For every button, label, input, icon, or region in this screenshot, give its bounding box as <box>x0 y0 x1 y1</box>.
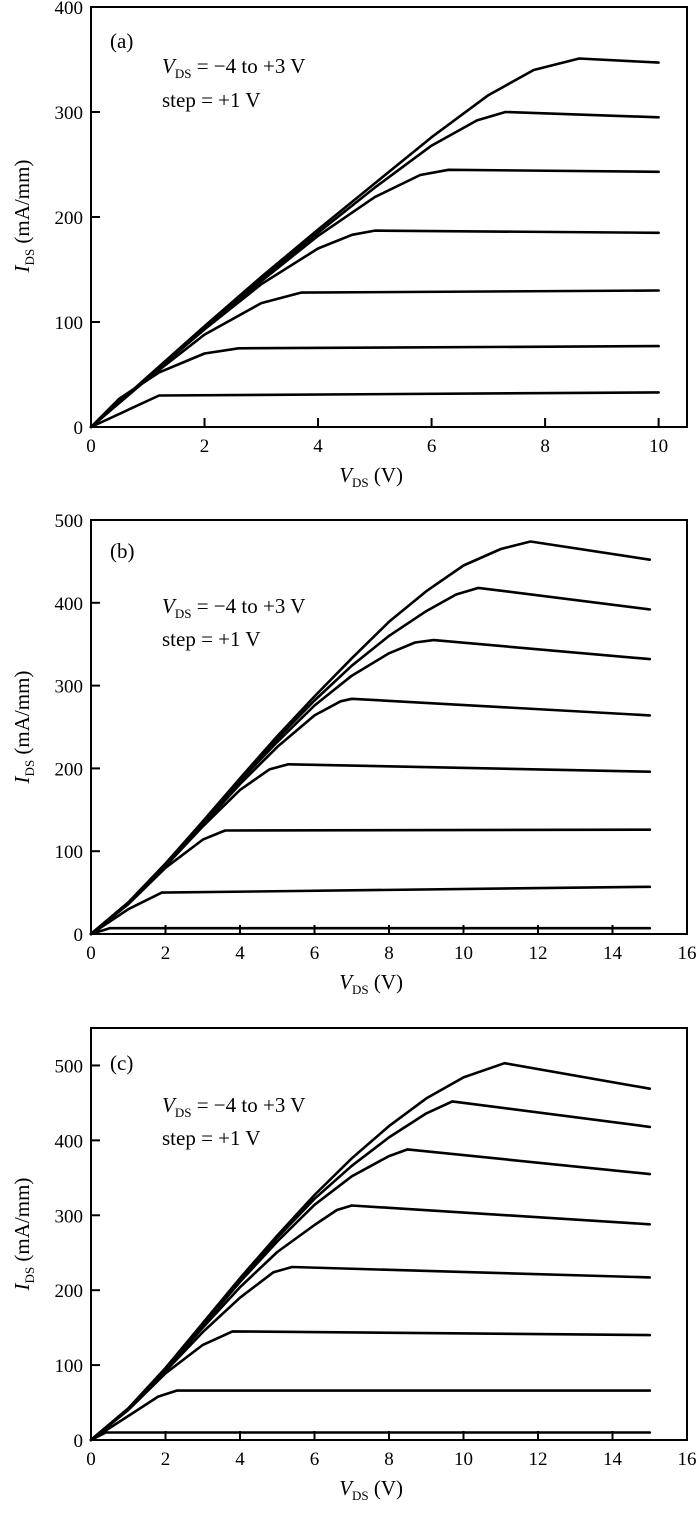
series-line-2 <box>89 1389 652 1442</box>
x-tick-label: 0 <box>86 1449 96 1470</box>
annotation-step: step = +1 V <box>162 88 261 112</box>
plot-frame <box>90 519 688 935</box>
x-tick-label: 4 <box>313 436 323 457</box>
y-tick-label: 500 <box>55 511 84 532</box>
y-tick-label: 100 <box>55 842 84 863</box>
series-line-4 <box>89 763 652 936</box>
y-tick-label: 500 <box>55 1056 84 1077</box>
x-axis-title: VDS (V) <box>339 463 403 490</box>
series-line-7 <box>89 1100 652 1442</box>
y-axis-title: IDS (mA/mm) <box>10 1178 37 1292</box>
x-tick-label: 6 <box>427 436 437 457</box>
series-line-1 <box>89 926 652 936</box>
x-tick-label: 8 <box>384 943 394 964</box>
series-line-6 <box>89 110 660 429</box>
series-line-1 <box>89 391 660 429</box>
x-axis-title: VDS (V) <box>339 1476 403 1503</box>
y-tick-label: 0 <box>74 1431 84 1452</box>
x-tick-label: 10 <box>454 1449 473 1470</box>
series-line-4 <box>89 229 660 429</box>
y-tick-label: 0 <box>74 925 84 946</box>
y-axis-title: IDS (mA/mm) <box>10 671 37 785</box>
series-line-8 <box>89 540 652 936</box>
annotation-step: step = +1 V <box>162 1126 261 1150</box>
plot-frame <box>90 1027 688 1441</box>
x-tick-label: 0 <box>86 436 96 457</box>
x-tick-label: 10 <box>454 943 473 964</box>
x-tick-label: 2 <box>161 1449 171 1470</box>
x-tick-label: 8 <box>384 1449 394 1470</box>
series-line-5 <box>89 168 660 429</box>
panel-b: 0 2 4 6 8 10 12 14 16 0 100 200 300 400 500 (b) VDS = −4… <box>10 511 697 997</box>
x-tick-label: 10 <box>649 436 668 457</box>
series-line-5 <box>89 697 652 936</box>
panel-c: 0 2 4 6 8 10 12 14 16 0 100 200 300 400 500 (c) VDS = −4… <box>10 1027 697 1503</box>
y-tick-label: 300 <box>55 1206 84 1227</box>
series-line-8 <box>89 1061 652 1442</box>
series-line-3 <box>89 1330 652 1442</box>
x-tick-label: 4 <box>235 943 245 964</box>
annotation-range: VDS = −4 to +3 V <box>162 54 305 81</box>
x-tick-label: 14 <box>603 943 623 964</box>
series-line-3 <box>89 828 652 936</box>
y-tick-label: 300 <box>55 677 84 698</box>
series-line-7 <box>89 57 660 429</box>
series-line-4 <box>89 1265 652 1442</box>
x-tick-label: 14 <box>603 1449 623 1470</box>
x-tick-label: 16 <box>678 943 697 964</box>
series-line-5 <box>89 1204 652 1442</box>
x-tick-label: 8 <box>540 436 550 457</box>
x-tick-label: 2 <box>161 943 171 964</box>
y-tick-label: 300 <box>55 103 84 124</box>
x-tick-label: 0 <box>86 943 96 964</box>
x-tick-label: 6 <box>310 943 320 964</box>
series-line-2 <box>89 344 660 429</box>
x-tick-label: 6 <box>310 1449 320 1470</box>
y-tick-label: 200 <box>55 1281 84 1302</box>
series-line-1 <box>89 1431 652 1442</box>
x-tick-label: 2 <box>200 436 210 457</box>
x-tick-label: 12 <box>529 1449 548 1470</box>
series-line-2 <box>89 885 652 936</box>
series-line-6 <box>89 1148 652 1442</box>
y-axis-title: IDS (mA/mm) <box>10 160 37 274</box>
panel-label: (b) <box>110 539 135 563</box>
x-tick-label: 4 <box>235 1449 245 1470</box>
x-axis-title: VDS (V) <box>339 970 403 997</box>
y-tick-label: 200 <box>55 208 84 229</box>
annotation-range: VDS = −4 to +3 V <box>162 594 305 621</box>
x-tick-label: 12 <box>529 943 548 964</box>
y-tick-label: 400 <box>55 0 84 19</box>
y-tick-label: 400 <box>55 1131 84 1152</box>
annotation-range: VDS = −4 to +3 V <box>162 1093 305 1120</box>
y-tick-label: 0 <box>74 418 84 439</box>
panel-label: (a) <box>110 29 133 53</box>
annotation-step: step = +1 V <box>162 627 261 651</box>
y-tick-label: 400 <box>55 594 84 615</box>
y-tick-label: 200 <box>55 759 84 780</box>
y-tick-label: 100 <box>55 1356 84 1377</box>
panel-label: (c) <box>110 1051 133 1075</box>
series-line-3 <box>89 289 660 429</box>
x-tick-label: 16 <box>678 1449 697 1470</box>
y-tick-label: 100 <box>55 313 84 334</box>
